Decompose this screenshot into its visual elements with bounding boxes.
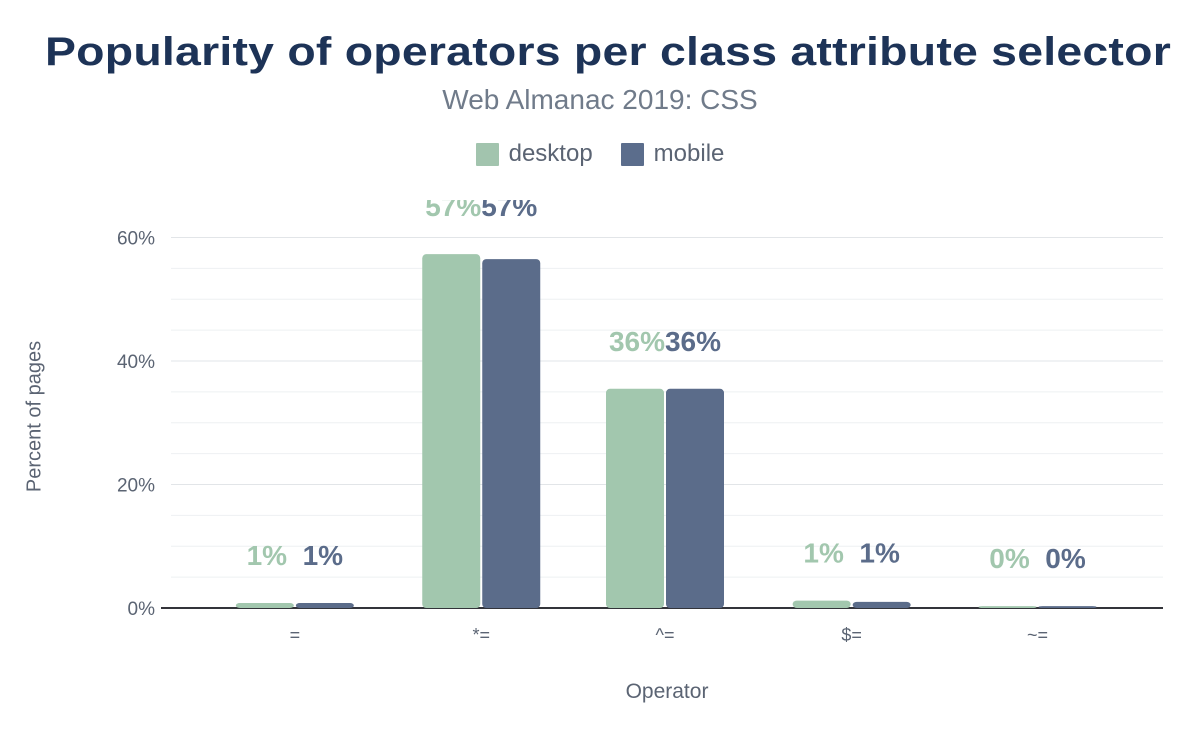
svg-text:1%: 1% <box>247 540 288 571</box>
svg-text:*=: *= <box>472 625 490 645</box>
svg-text:1%: 1% <box>303 540 344 571</box>
svg-text:20%: 20% <box>117 476 155 497</box>
svg-text:^=: ^= <box>656 625 675 645</box>
svg-text:60%: 60% <box>117 229 155 250</box>
svg-text:=: = <box>290 625 301 645</box>
svg-text:$=: $= <box>841 625 862 645</box>
svg-text:~=: ~= <box>1027 625 1048 645</box>
svg-text:1%: 1% <box>859 538 900 569</box>
svg-text:57%: 57% <box>425 200 481 222</box>
svg-text:40%: 40% <box>117 352 155 373</box>
svg-text:36%: 36% <box>665 326 721 357</box>
svg-text:1%: 1% <box>803 538 844 569</box>
svg-text:36%: 36% <box>609 326 665 357</box>
svg-text:0%: 0% <box>989 543 1030 574</box>
svg-text:0%: 0% <box>1045 543 1086 574</box>
svg-text:0%: 0% <box>128 599 156 620</box>
svg-text:57%: 57% <box>481 200 537 222</box>
